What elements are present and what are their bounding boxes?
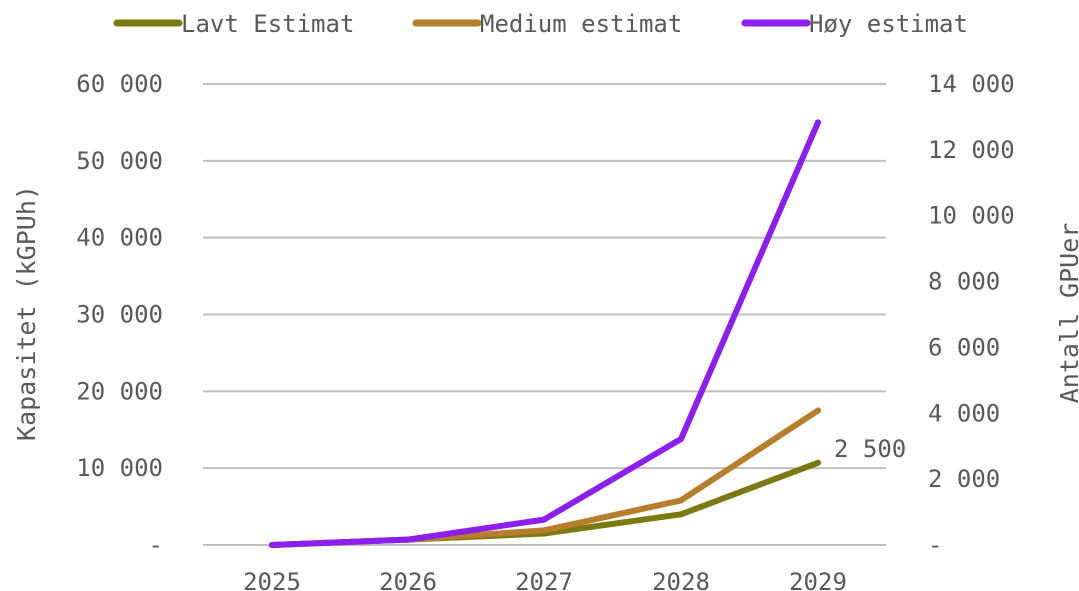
data-point: [815, 407, 821, 414]
data-point: [269, 542, 275, 548]
left-tick-label: 40 000: [76, 224, 163, 252]
right-tick-label: -: [928, 531, 942, 559]
left-tick-label: 30 000: [76, 301, 163, 329]
legend-label: Medium estimat: [480, 10, 682, 38]
data-point: [815, 459, 821, 466]
data-point: [541, 527, 547, 534]
legend-label: Høy estimat: [809, 10, 968, 38]
right-tick-label: 8 000: [928, 268, 1000, 296]
x-tick-label: 2028: [652, 568, 710, 591]
x-tick-label: 2025: [243, 568, 301, 591]
data-point: [815, 119, 821, 126]
right-tick-label: 14 000: [928, 70, 1015, 98]
data-label: 2 500: [834, 435, 906, 463]
series-line-1: [269, 407, 821, 548]
data-point: [541, 516, 547, 523]
left-tick-label: -: [149, 531, 163, 559]
right-axis-title: Antall GPUer: [1055, 223, 1079, 404]
left-tick-label: 50 000: [76, 147, 163, 175]
right-tick-label: 4 000: [928, 399, 1000, 427]
left-axis-title: Kapasitet (kGPUh): [12, 185, 41, 441]
right-tick-label: 12 000: [928, 136, 1015, 164]
series-lines: [269, 119, 821, 548]
data-labels: 2 500: [834, 435, 906, 463]
left-tick-label: 10 000: [76, 454, 163, 482]
x-tick-label: 2029: [789, 568, 847, 591]
right-tick-label: 6 000: [928, 333, 1000, 361]
x-tick-label: 2027: [515, 568, 573, 591]
right-axis-ticks: - 2 000 4 000 6 000 8 000 10 000 12 000 14 000: [928, 70, 1015, 559]
left-tick-label: 60 000: [76, 70, 163, 98]
left-tick-label: 20 000: [76, 377, 163, 405]
right-tick-label: 2 000: [928, 465, 1000, 493]
legend: Lavt Estimat Medium estimat Høy estimat: [113, 10, 968, 38]
series-line-2: [269, 119, 821, 548]
x-axis-ticks: 2025 2026 2027 2028 2029: [243, 568, 847, 591]
data-point: [678, 497, 684, 504]
data-point: [678, 436, 684, 442]
legend-label: Lavt Estimat: [181, 10, 354, 38]
left-axis-ticks: - 10 000 20 000 30 000 40 000 50 000 60 000: [76, 70, 163, 559]
data-point: [405, 536, 411, 543]
right-tick-label: 10 000: [928, 202, 1015, 230]
x-tick-label: 2026: [379, 568, 437, 591]
data-point: [678, 511, 684, 518]
